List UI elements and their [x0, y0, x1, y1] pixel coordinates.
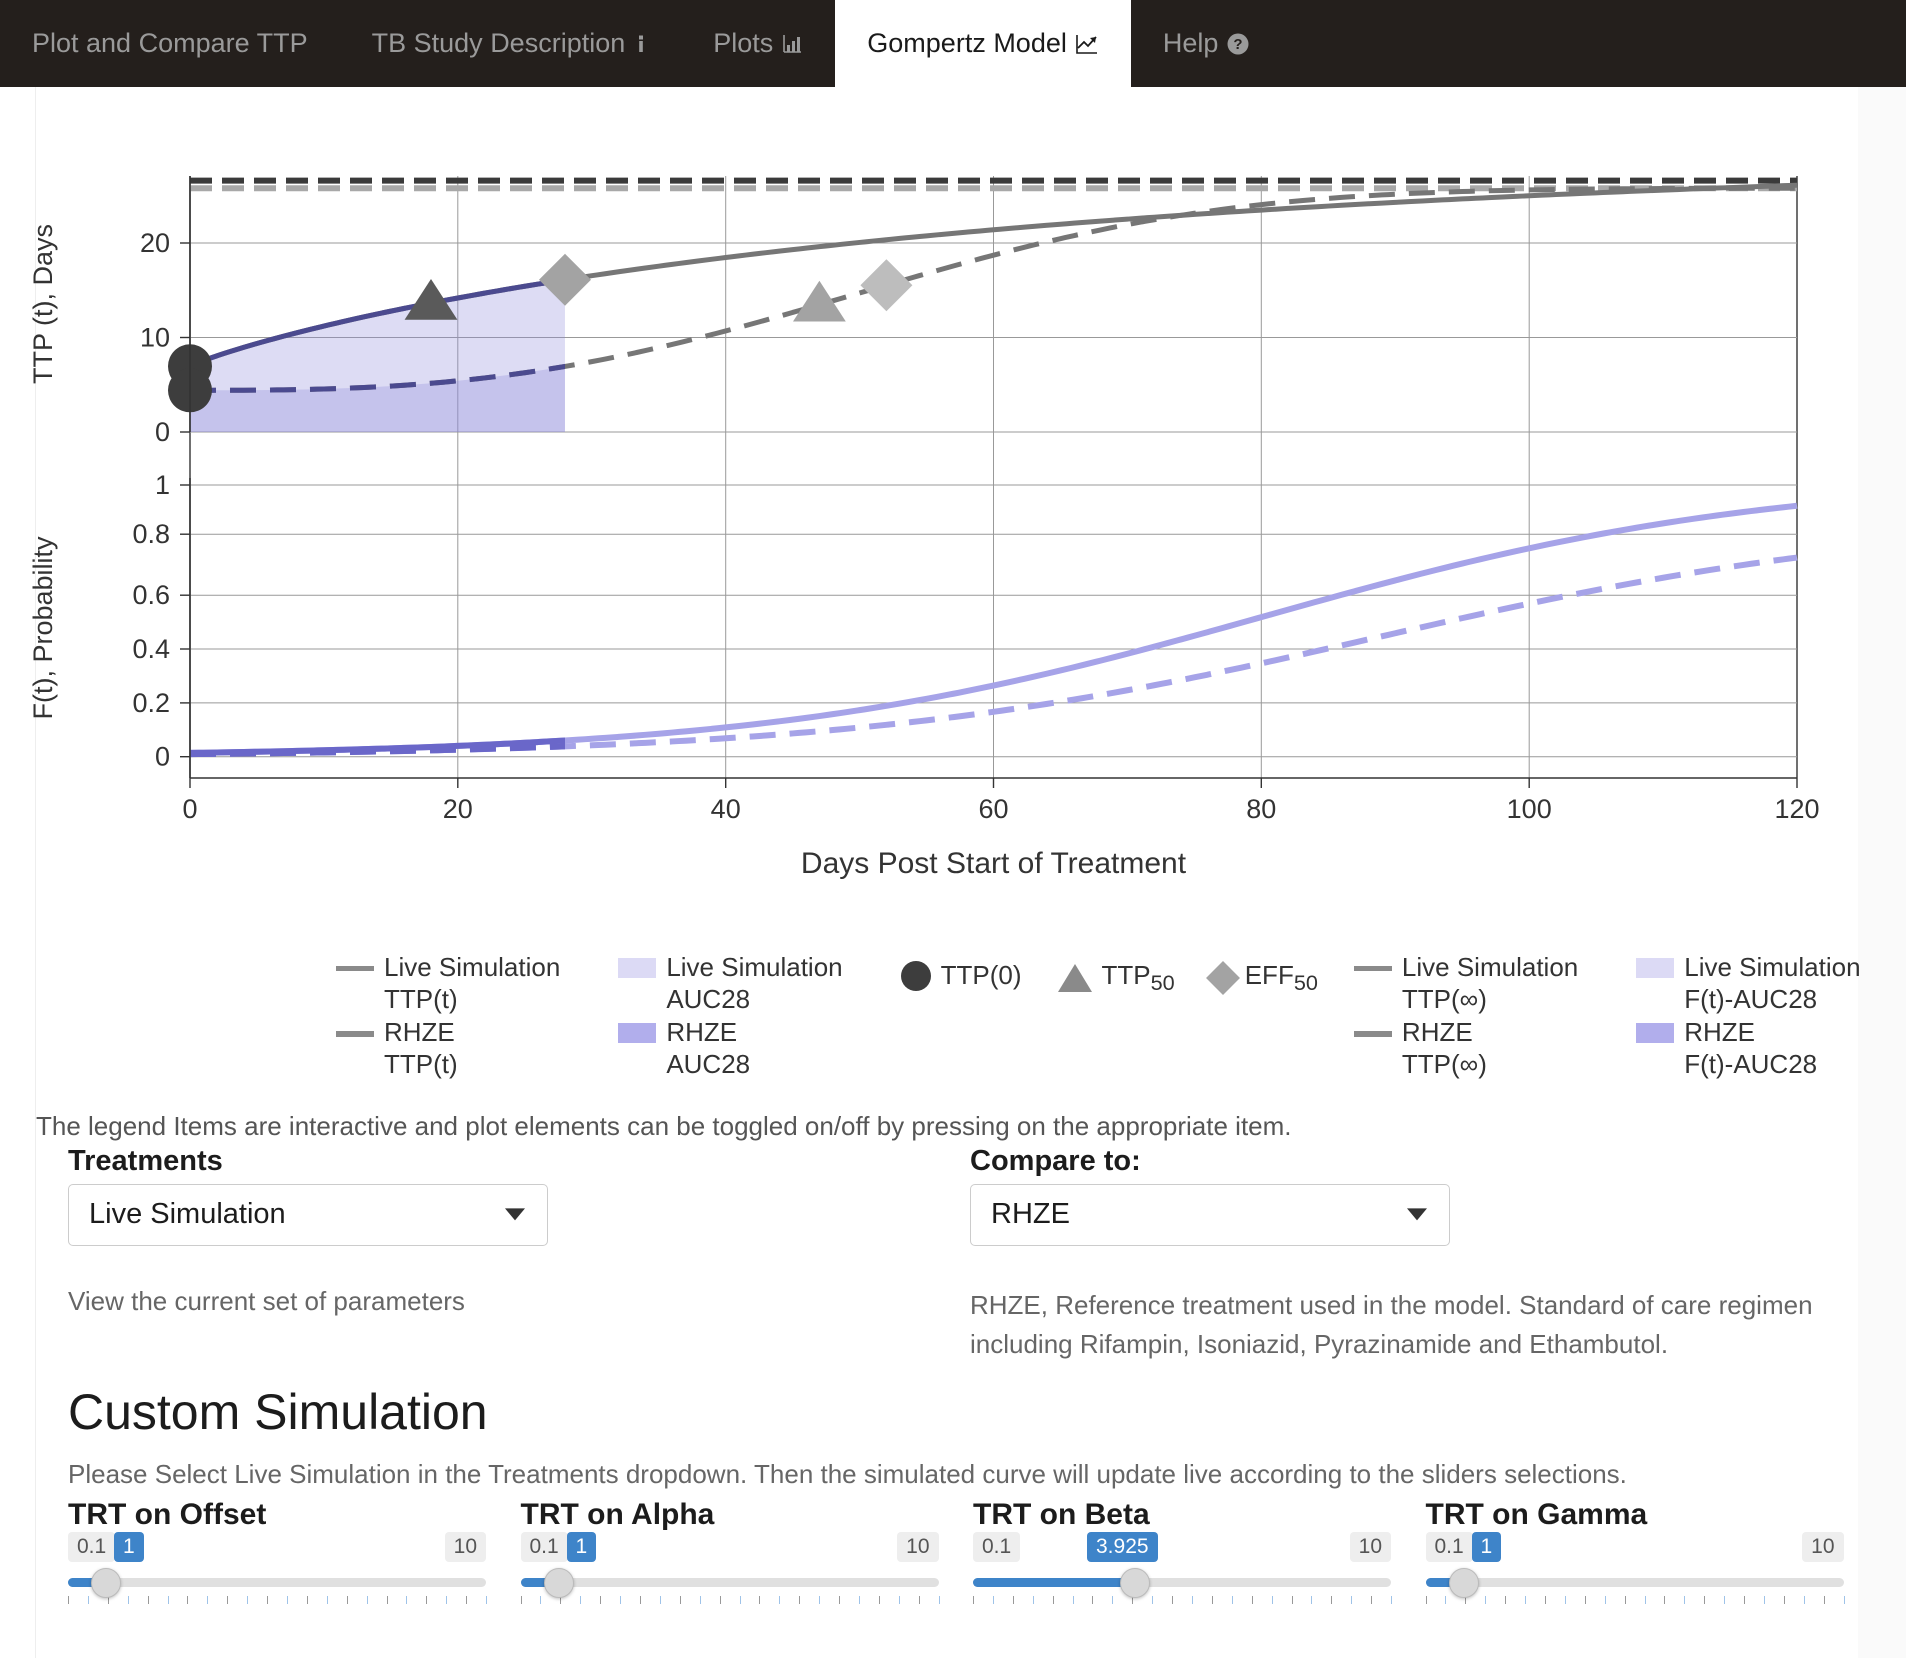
- svg-text:0.6: 0.6: [132, 580, 170, 610]
- svg-text:Days Post Start of Treatment: Days Post Start of Treatment: [801, 847, 1187, 880]
- svg-text:10: 10: [140, 323, 170, 353]
- svg-text:TTP (t), Days: TTP (t), Days: [28, 224, 58, 384]
- svg-text:120: 120: [1774, 794, 1819, 824]
- svg-text:?: ?: [1234, 36, 1243, 53]
- svg-text:0.4: 0.4: [132, 634, 170, 664]
- svg-text:20: 20: [443, 794, 473, 824]
- svg-text:100: 100: [1507, 794, 1552, 824]
- svg-text:0.2: 0.2: [132, 688, 170, 718]
- svg-text:0: 0: [182, 794, 197, 824]
- svg-text:40: 40: [711, 794, 741, 824]
- svg-text:F(t), Probability: F(t), Probability: [28, 536, 58, 720]
- svg-text:20: 20: [140, 228, 170, 258]
- svg-text:80: 80: [1246, 794, 1276, 824]
- svg-text:1: 1: [155, 470, 170, 500]
- svg-text:0.8: 0.8: [132, 519, 170, 549]
- svg-text:0: 0: [155, 742, 170, 772]
- svg-text:0: 0: [155, 417, 170, 447]
- svg-text:60: 60: [978, 794, 1008, 824]
